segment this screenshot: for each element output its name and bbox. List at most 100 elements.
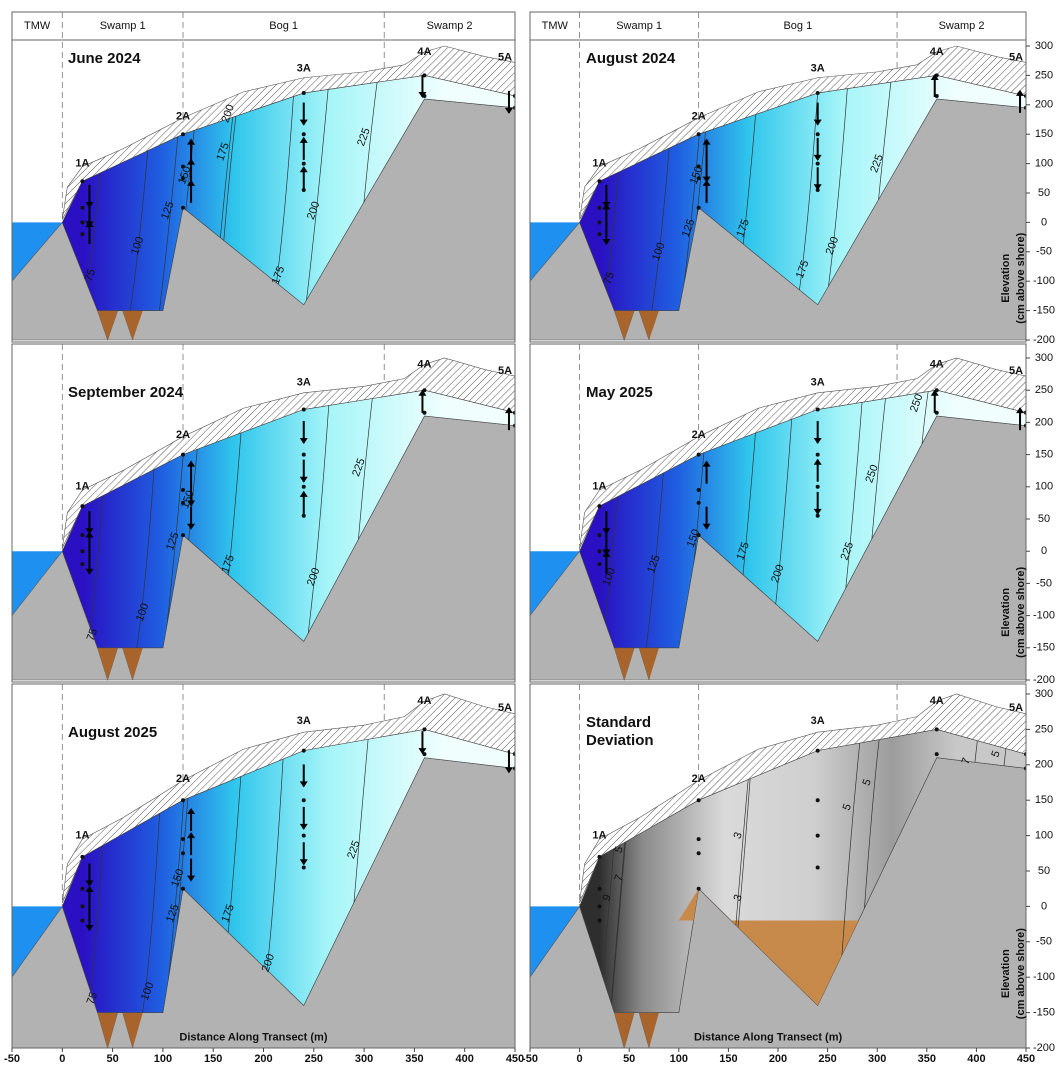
x-tick-label: 250 <box>305 1053 323 1065</box>
piezometer <box>816 162 820 166</box>
x-axis-title: Distance Along Transect (m) <box>694 1031 842 1043</box>
x-tick-label: 450 <box>1017 1053 1035 1065</box>
piezometer <box>816 453 820 457</box>
panel-title: Standard Deviation <box>586 714 696 750</box>
well-label: 4A <box>930 46 944 58</box>
well-label: 2A <box>176 429 190 441</box>
well-label: 4A <box>417 358 431 370</box>
y-tick-label: -100 <box>1033 275 1055 287</box>
piezometer <box>697 206 701 210</box>
y-tick-label: -150 <box>1033 642 1055 654</box>
piezometer <box>597 533 601 537</box>
y-tick-label: -150 <box>1033 1007 1055 1019</box>
y-tick-label: 100 <box>1035 158 1053 170</box>
well-label: 5A <box>498 365 512 377</box>
piezometer <box>302 798 306 802</box>
piezometer <box>697 851 701 855</box>
piezometer <box>597 887 601 891</box>
piezometer <box>181 165 185 169</box>
piezometer <box>80 220 84 224</box>
well-label: 4A <box>930 695 944 707</box>
panel-title: August 2025 <box>68 724 268 742</box>
piezometer <box>181 533 185 537</box>
piezometer <box>597 904 601 908</box>
x-tick-label: 150 <box>719 1053 737 1065</box>
piezometer <box>80 533 84 537</box>
y-tick-label: 200 <box>1035 99 1053 111</box>
piezometer <box>816 865 820 869</box>
y-tick-label: 200 <box>1035 416 1053 428</box>
zone-label: TMW <box>24 20 51 32</box>
zone-label: Bog 1 <box>783 20 812 32</box>
piezometer <box>697 837 701 841</box>
y-tick-label: 150 <box>1035 449 1053 461</box>
zone-label: TMW <box>542 20 569 32</box>
y-tick-label: -100 <box>1033 971 1055 983</box>
x-tick-label: 250 <box>818 1053 836 1065</box>
well-label: 2A <box>692 429 706 441</box>
piezometer <box>597 562 601 566</box>
zone-label: Bog 1 <box>269 20 298 32</box>
y-tick-label: -200 <box>1033 674 1055 686</box>
well-label: 5A <box>1009 702 1023 714</box>
well-label: 5A <box>498 52 512 64</box>
y-axis-title: Elevation <box>1000 588 1012 637</box>
well-label: 1A <box>75 830 89 842</box>
y-tick-label: 250 <box>1035 384 1053 396</box>
x-tick-label: 300 <box>355 1053 373 1065</box>
x-tick-label: -50 <box>522 1053 538 1065</box>
x-axis-title: Distance Along Transect (m) <box>179 1031 327 1043</box>
piezometer <box>697 132 701 136</box>
y-tick-label: 300 <box>1035 688 1053 700</box>
y-axis-subtitle: (cm above shore) <box>1015 232 1027 323</box>
panel-title: June 2024 <box>68 50 268 68</box>
piezometer <box>181 837 185 841</box>
piezometer <box>697 176 701 180</box>
piezometer <box>597 220 601 224</box>
piezometer <box>816 798 820 802</box>
piezometer <box>816 749 820 753</box>
y-tick-label: -200 <box>1033 1042 1055 1054</box>
well-label: 1A <box>592 481 606 493</box>
well-label: 4A <box>417 46 431 58</box>
x-tick-label: 200 <box>254 1053 272 1065</box>
piezometer <box>302 834 306 838</box>
x-tick-label: 50 <box>106 1053 118 1065</box>
piezometer <box>80 919 84 923</box>
well-label: 3A <box>297 715 311 727</box>
piezometer <box>181 206 185 210</box>
y-tick-label: 0 <box>1041 900 1047 912</box>
piezometer <box>422 727 426 731</box>
panel-title: May 2025 <box>586 384 786 402</box>
zone-label: Swamp 1 <box>100 20 146 32</box>
piezometer <box>181 132 185 136</box>
well-label: 5A <box>1009 365 1023 377</box>
y-tick-label: 300 <box>1035 352 1053 364</box>
y-tick-label: 50 <box>1038 865 1050 877</box>
piezometer <box>302 865 306 869</box>
piezometer <box>302 162 306 166</box>
piezometer <box>697 533 701 537</box>
y-tick-label: 0 <box>1041 545 1047 557</box>
well-label: 4A <box>930 358 944 370</box>
x-tick-label: 350 <box>918 1053 936 1065</box>
piezometer <box>181 176 185 180</box>
well-label: 5A <box>498 702 512 714</box>
y-tick-label: 100 <box>1035 481 1053 493</box>
piezometer <box>181 887 185 891</box>
panel-title: September 2024 <box>68 384 268 402</box>
y-tick-label: 150 <box>1035 128 1053 140</box>
well-label: 3A <box>297 376 311 388</box>
zone-label: Swamp 1 <box>616 20 662 32</box>
well-label: 2A <box>692 110 706 122</box>
piezometer <box>597 179 601 183</box>
piezometer <box>181 453 185 457</box>
panel-title: August 2024 <box>586 50 786 68</box>
piezometer <box>935 752 939 756</box>
well-label: 1A <box>592 158 606 170</box>
piezometer <box>697 887 701 891</box>
y-tick-label: -50 <box>1036 246 1052 258</box>
well-label: 3A <box>811 376 825 388</box>
y-tick-label: -50 <box>1036 936 1052 948</box>
piezometer <box>597 504 601 508</box>
